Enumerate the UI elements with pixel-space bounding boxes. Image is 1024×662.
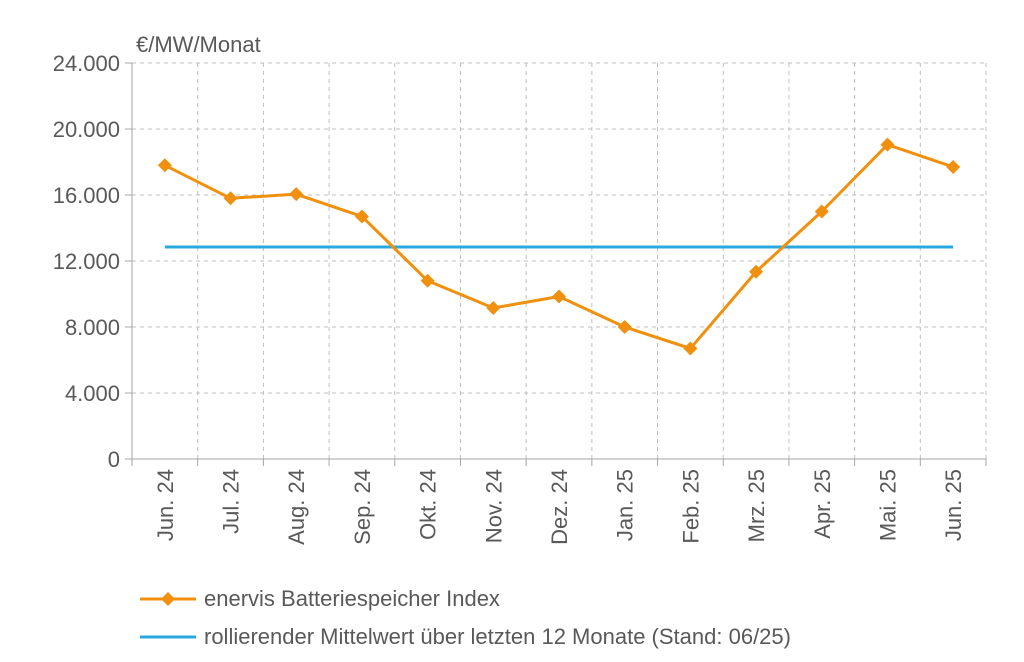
data-point-index (354, 209, 369, 224)
legend-item-rolling-mean: rollierender Mittelwert über letzten 12 … (140, 624, 791, 650)
x-tick-label: Apr. 25 (810, 469, 835, 539)
y-tick-label: 16.000 (53, 183, 120, 208)
x-tick-label: Mai. 25 (875, 469, 900, 541)
data-point-index (880, 137, 895, 152)
legend-label-rolling-mean: rollierender Mittelwert über letzten 12 … (204, 624, 791, 649)
data-point-index (946, 159, 961, 174)
y-unit-label: €/MW/Monat (136, 32, 261, 57)
x-tick-label: Okt. 24 (416, 469, 441, 540)
y-axis-ticks: 0 4.000 8.000 12.000 16.000 20.000 24.000 (53, 51, 120, 472)
y-tick-label: 0 (108, 447, 120, 472)
x-tick-label: Jun. 25 (941, 469, 966, 541)
x-tick-label: Aug. 24 (284, 469, 309, 545)
legend-swatch-rolling-mean (140, 635, 196, 639)
data-point-index (552, 289, 566, 304)
data-point-index (617, 320, 632, 334)
series-layer (157, 137, 961, 356)
y-tick-label: 12.000 (53, 249, 120, 274)
legend-swatch-index (140, 592, 196, 606)
y-tick-label: 20.000 (53, 117, 120, 142)
x-tick-label: Jun. 24 (153, 469, 178, 541)
grid (132, 62, 987, 459)
data-point-index (486, 301, 501, 316)
x-tick-label: Feb. 25 (678, 469, 703, 544)
y-tick-label: 4.000 (65, 381, 120, 406)
y-tick-label: 8.000 (65, 315, 120, 340)
data-point-index (157, 158, 172, 173)
legend-label-index: enervis Batteriespeicher Index (204, 586, 500, 611)
y-tick-label: 24.000 (53, 51, 120, 76)
x-tick-label: Jul. 24 (219, 469, 244, 534)
data-point-index (749, 264, 764, 279)
x-tick-label: Sep. 24 (350, 469, 375, 545)
data-point-index (814, 204, 829, 219)
data-point-index (289, 187, 304, 202)
x-axis-ticks: Jun. 24 Jul. 24 Aug. 24 Sep. 24 Okt. 24 Nov. … (153, 469, 966, 545)
data-point-index (223, 191, 238, 206)
x-tick-label: Dez. 24 (547, 469, 572, 545)
line-chart: €/MW/Monat 0 4.000 8.000 12.000 16.000 20.000… (53, 32, 987, 545)
x-tick-label: Mrz. 25 (744, 469, 769, 542)
x-tick-label: Jan. 25 (613, 469, 638, 541)
legend-item-index: enervis Batteriespeicher Index (140, 586, 500, 612)
data-point-index (683, 341, 698, 356)
x-tick-label: Nov. 24 (481, 469, 506, 543)
data-point-index (420, 273, 435, 288)
axes (125, 62, 987, 466)
